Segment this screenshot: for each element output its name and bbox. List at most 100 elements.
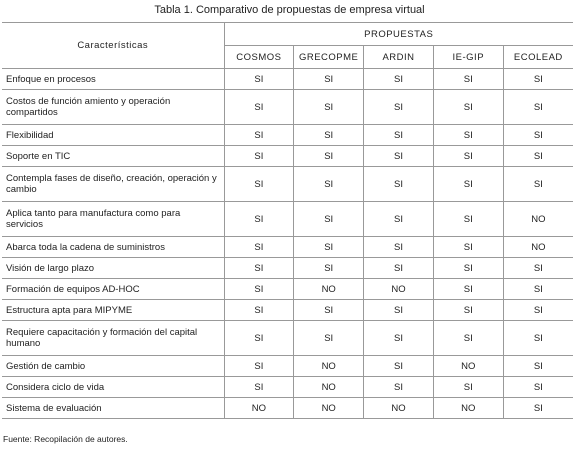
row-label: Soporte en TIC — [2, 145, 224, 167]
row-label: Contempla fases de diseño, creación, ope… — [2, 166, 224, 202]
row-label: Formación de equipos AD-HOC — [2, 278, 224, 300]
cell-value: SI — [293, 89, 364, 125]
cell-value: SI — [223, 236, 294, 258]
cell-value: SI — [363, 166, 434, 202]
table-row: Sistema de evaluación NO NO NO NO SI — [2, 397, 573, 419]
cell-value: SI — [432, 236, 504, 258]
column-header: ECOLEAD — [502, 45, 573, 69]
row-label: Enfoque en procesos — [2, 68, 224, 90]
characteristics-header: Características — [2, 22, 224, 69]
cell-value: SI — [223, 89, 294, 125]
cell-value: SI — [293, 257, 364, 279]
column-header: ARDIN — [363, 45, 434, 69]
column-header: COSMOS — [223, 45, 294, 69]
cell-value: SI — [223, 299, 294, 321]
table-row: Contempla fases de diseño, creación, ope… — [2, 166, 573, 202]
group-header: PROPUESTAS — [223, 22, 573, 46]
cell-value: NO — [502, 236, 573, 258]
cell-value: SI — [502, 145, 573, 167]
comparison-table: Características PROPUESTAS COSMOS GRECOPM… — [2, 22, 573, 419]
cell-value: SI — [502, 257, 573, 279]
cell-value: SI — [363, 257, 434, 279]
cell-value: SI — [223, 320, 294, 356]
cell-value: SI — [293, 320, 364, 356]
cell-value: SI — [432, 124, 504, 146]
table-title: Tabla 1. Comparativo de propuestas de em… — [154, 4, 425, 16]
cell-value: SI — [223, 145, 294, 167]
cell-value: SI — [363, 201, 434, 237]
row-label: Requiere capacitación y formación del ca… — [2, 320, 224, 356]
cell-value: SI — [363, 124, 434, 146]
cell-value: SI — [502, 397, 573, 419]
row-label: Gestión de cambio — [2, 355, 224, 377]
footnote: Fuente: Recopilación de autores. — [3, 434, 128, 444]
row-label: Aplica tanto para manufactura como para … — [2, 201, 224, 237]
cell-value: SI — [432, 201, 504, 237]
table-row: Formación de equipos AD-HOC SI NO NO SI SI — [2, 278, 573, 300]
column-header: GRECOPME — [293, 45, 364, 69]
cell-value: SI — [363, 68, 434, 90]
row-label: Visión de largo plazo — [2, 257, 224, 279]
cell-value: NO — [293, 397, 364, 419]
cell-value: SI — [223, 201, 294, 237]
table-row: Flexibilidad SI SI SI SI SI — [2, 124, 573, 146]
cell-value: SI — [502, 299, 573, 321]
cell-value: SI — [223, 68, 294, 90]
cell-value: SI — [363, 236, 434, 258]
cell-value: SI — [223, 376, 294, 398]
row-label: Abarca toda la cadena de suministros — [2, 236, 224, 258]
cell-value: SI — [293, 68, 364, 90]
cell-value: SI — [363, 299, 434, 321]
cell-value: SI — [223, 355, 294, 377]
cell-value: SI — [432, 166, 504, 202]
row-label: Estructura apta para MIPYME — [2, 299, 224, 321]
cell-value: SI — [502, 376, 573, 398]
cell-value: SI — [432, 299, 504, 321]
cell-value: SI — [363, 355, 434, 377]
cell-value: SI — [363, 376, 434, 398]
cell-value: NO — [363, 278, 434, 300]
cell-value: NO — [223, 397, 294, 419]
row-label: Flexibilidad — [2, 124, 224, 146]
cell-value: SI — [293, 166, 364, 202]
cell-value: SI — [502, 278, 573, 300]
cell-value: SI — [432, 145, 504, 167]
cell-value: SI — [432, 68, 504, 90]
table-row: Considera ciclo de vida SI NO SI SI SI — [2, 376, 573, 398]
cell-value: NO — [293, 376, 364, 398]
cell-value: NO — [432, 397, 504, 419]
table-row: Aplica tanto para manufactura como para … — [2, 201, 573, 237]
table-row: Visión de largo plazo SI SI SI SI SI — [2, 257, 573, 279]
row-label: Costos de función amiento y operación co… — [2, 89, 224, 125]
table-header: Características PROPUESTAS COSMOS GRECOPM… — [2, 22, 573, 69]
table-row: Soporte en TIC SI SI SI SI SI — [2, 145, 573, 167]
table-row: Enfoque en procesos SI SI SI SI SI — [2, 68, 573, 90]
cell-value: NO — [293, 278, 364, 300]
table-row: Abarca toda la cadena de suministros SI SI… — [2, 236, 573, 258]
cell-value: SI — [502, 68, 573, 90]
cell-value: SI — [363, 145, 434, 167]
table-row: Costos de función amiento y operación co… — [2, 89, 573, 125]
cell-value: SI — [293, 145, 364, 167]
cell-value: SI — [223, 278, 294, 300]
column-header: IE-GIP — [432, 45, 504, 69]
cell-value: SI — [502, 124, 573, 146]
cell-value: SI — [223, 257, 294, 279]
table-row: Requiere capacitación y formación del ca… — [2, 320, 573, 356]
cell-value: SI — [432, 278, 504, 300]
cell-value: NO — [502, 201, 573, 237]
cell-value: SI — [293, 201, 364, 237]
table-row: Gestión de cambio SI NO SI NO SI — [2, 355, 573, 377]
cell-value: SI — [502, 320, 573, 356]
table-body: Enfoque en procesos SI SI SI SI SI Costos de f… — [2, 68, 573, 419]
cell-value: SI — [432, 89, 504, 125]
cell-value: SI — [363, 89, 434, 125]
cell-value: SI — [293, 236, 364, 258]
cell-value: SI — [363, 320, 434, 356]
cell-value: SI — [432, 376, 504, 398]
cell-value: SI — [432, 320, 504, 356]
cell-value: SI — [502, 89, 573, 125]
row-label: Sistema de evaluación — [2, 397, 224, 419]
cell-value: SI — [502, 355, 573, 377]
